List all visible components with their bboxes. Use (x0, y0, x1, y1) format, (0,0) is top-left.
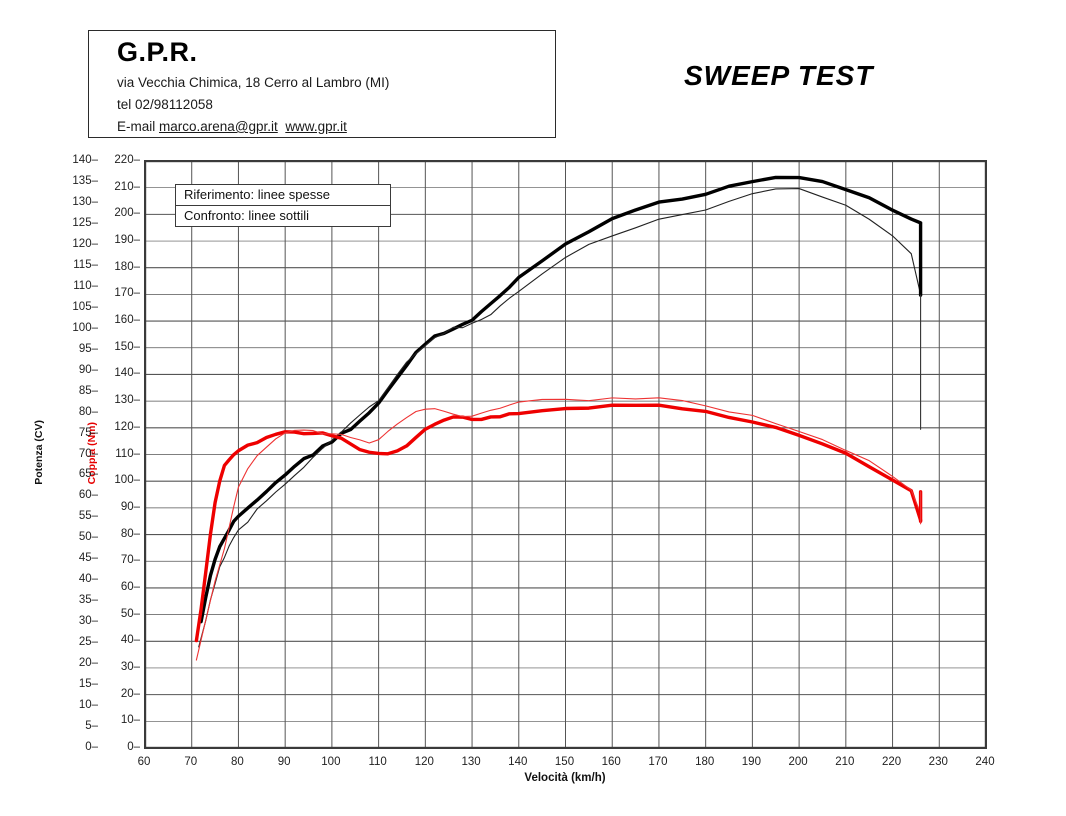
y-tick-torque: 200– (114, 207, 140, 220)
curve-torque-thin (195, 397, 922, 661)
y-tick-power: 15– (78, 678, 98, 691)
y-tick-torque: 110– (115, 447, 140, 460)
x-tick: 240 (975, 756, 995, 768)
curve-power-thin (198, 188, 922, 648)
y-tick-torque: 100– (114, 474, 140, 487)
chart-legend: Riferimento: linee spesse Confronto: lin… (175, 184, 391, 227)
y-tick-power: 120– (72, 237, 98, 250)
x-tick: 230 (928, 756, 948, 768)
y-tick-power: 25– (78, 636, 98, 649)
x-tick: 90 (277, 756, 291, 768)
y-tick-power: 105– (72, 300, 98, 313)
y-tick-power: 50– (78, 531, 98, 544)
x-tick: 80 (231, 756, 244, 768)
legend-line-comparison: Confronto: linee sottili (184, 208, 310, 223)
y-tick-torque: 190– (114, 234, 140, 247)
y-tick-power: 40– (78, 573, 98, 586)
curve-power-thick (199, 175, 923, 624)
y-tick-torque: 50– (120, 607, 140, 620)
y-tick-torque: 170– (114, 287, 140, 300)
x-tick: 220 (881, 756, 902, 768)
x-axis-title: Velocità (km/h) (524, 772, 606, 784)
y-tick-torque: 130– (114, 394, 140, 407)
y-tick-power: 135– (72, 174, 98, 187)
y-tick-torque: 210– (114, 180, 140, 193)
x-tick: 160 (601, 756, 621, 768)
page-title: SWEEP TEST (684, 60, 874, 91)
y-tick-power: 130– (72, 195, 98, 208)
x-tick: 190 (741, 756, 761, 768)
y-tick-power: 140– (72, 154, 98, 166)
y-tick-power: 20– (78, 657, 98, 670)
y-tick-torque: 70– (120, 554, 140, 567)
x-tick: 60 (137, 756, 151, 768)
y-tick-torque: 20– (120, 687, 140, 700)
x-tick: 210 (835, 756, 855, 768)
x-tick: 180 (695, 756, 715, 768)
y-tick-torque: 80– (120, 527, 140, 540)
x-tick: 120 (414, 756, 434, 768)
y-tick-torque: 0– (127, 741, 140, 753)
x-tick: 140 (508, 756, 528, 768)
y-tick-power: 90– (78, 363, 98, 376)
company-name: G.P.R. (117, 37, 198, 67)
y-tick-power: 35– (78, 594, 98, 607)
company-contact-line: E-mail marco.arena@gpr.it www.gpr.it (117, 119, 347, 134)
email-link[interactable]: marco.arena@gpr.it (159, 119, 278, 134)
y-tick-power: 45– (78, 552, 98, 565)
y-tick-power: 0– (85, 741, 98, 753)
y-tick-power: 110– (73, 279, 98, 292)
y-tick-power: 65– (78, 468, 98, 481)
y-tick-power: 115– (73, 258, 98, 271)
curve-torque-thick (194, 403, 923, 643)
y-tick-torque: 150– (114, 340, 140, 353)
y-tick-torque: 220– (114, 154, 140, 166)
y-tick-power: 85– (78, 384, 98, 397)
y-tick-torque: 10– (120, 714, 140, 727)
legend-line-reference: Riferimento: linee spesse (176, 185, 390, 206)
company-address: via Vecchia Chimica, 18 Cerro al Lambro … (117, 75, 390, 90)
y-tick-torque: 30– (120, 660, 140, 673)
email-label: E-mail (117, 119, 156, 134)
y-tick-power: 95– (78, 342, 98, 355)
company-header-box: G.P.R. via Vecchia Chimica, 18 Cerro al … (88, 30, 556, 138)
x-tick: 110 (368, 756, 387, 768)
x-tick: 200 (788, 756, 808, 768)
y-tick-power: 55– (78, 510, 98, 523)
y-tick-power: 100– (72, 321, 98, 334)
y-tick-power: 60– (78, 489, 98, 502)
y-tick-torque: 60– (120, 580, 140, 593)
y-tick-torque: 140– (114, 367, 140, 380)
y-axis-title-power: Potenza (CV) (33, 420, 45, 485)
website-link[interactable]: www.gpr.it (285, 119, 347, 134)
y-tick-torque: 90– (120, 500, 140, 513)
x-tick: 170 (648, 756, 668, 768)
y-tick-power: 5– (85, 720, 98, 733)
y-tick-torque: 120– (114, 420, 140, 433)
chart-svg (145, 161, 986, 748)
x-tick: 130 (461, 756, 481, 768)
y-tick-torque: 160– (114, 314, 140, 327)
y-tick-power: 80– (78, 405, 98, 418)
y-tick-torque: 180– (114, 260, 140, 273)
x-tick: 100 (321, 756, 341, 768)
y-tick-power: 75– (78, 426, 98, 439)
y-tick-power: 125– (72, 216, 98, 229)
y-tick-power: 30– (78, 615, 98, 628)
plot-frame (145, 161, 986, 748)
dyno-chart-plot-area (144, 160, 987, 749)
y-tick-torque: 40– (120, 634, 140, 647)
x-tick: 70 (184, 756, 198, 768)
x-tick: 150 (554, 756, 575, 768)
company-phone: tel 02/98112058 (117, 97, 213, 112)
y-tick-power: 10– (78, 699, 98, 712)
y-tick-power: 70– (78, 447, 98, 460)
